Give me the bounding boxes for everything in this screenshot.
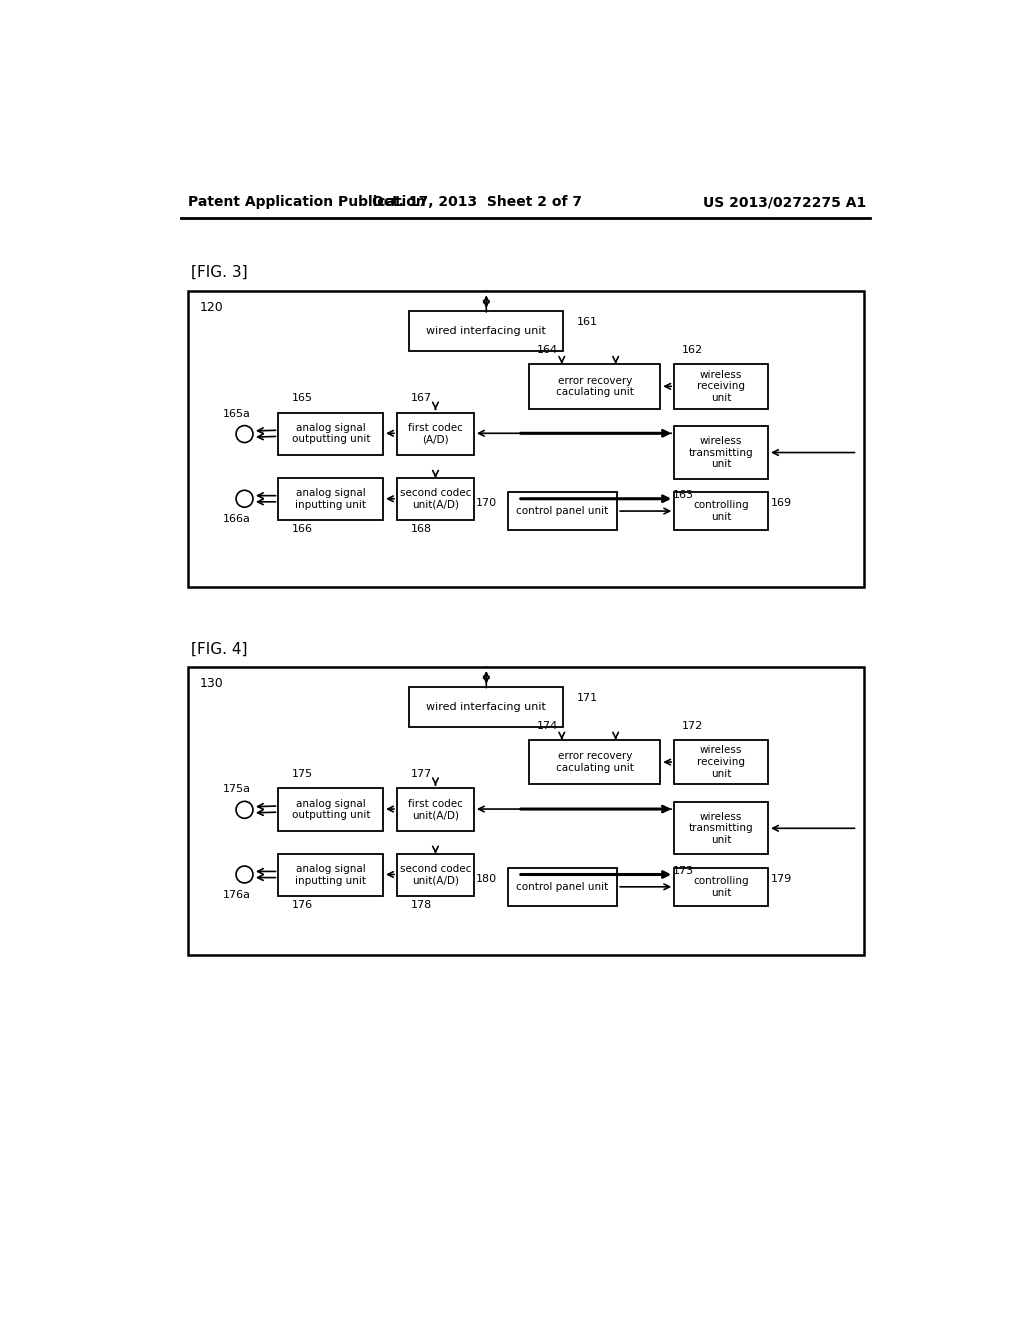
Text: 175: 175: [292, 770, 313, 779]
Bar: [279, 854, 383, 896]
Bar: [508, 867, 617, 906]
Text: analog signal
inputting unit: analog signal inputting unit: [295, 865, 367, 886]
Bar: [410, 686, 563, 726]
Text: 165: 165: [292, 393, 313, 404]
Bar: [397, 788, 474, 830]
Bar: [529, 364, 660, 409]
Text: 169: 169: [771, 498, 793, 508]
Text: first codec
(A/D): first codec (A/D): [408, 422, 463, 445]
Bar: [529, 739, 660, 784]
Text: wireless
receiving
unit: wireless receiving unit: [697, 370, 745, 403]
Bar: [674, 867, 768, 906]
Text: wireless
transmitting
unit: wireless transmitting unit: [689, 436, 754, 469]
Text: 174: 174: [538, 721, 558, 730]
Bar: [187, 667, 863, 956]
Bar: [674, 426, 768, 479]
Text: wireless
receiving
unit: wireless receiving unit: [697, 746, 745, 779]
Text: 178: 178: [411, 900, 432, 909]
Bar: [674, 803, 768, 854]
Text: wired interfacing unit: wired interfacing unit: [426, 702, 546, 711]
Bar: [674, 364, 768, 409]
Text: 175a: 175a: [223, 784, 251, 795]
Text: 179: 179: [771, 874, 793, 883]
Text: 166a: 166a: [223, 515, 251, 524]
Text: 177: 177: [411, 770, 432, 779]
Bar: [410, 312, 563, 351]
Text: analog signal
outputting unit: analog signal outputting unit: [292, 799, 370, 820]
Text: [FIG. 3]: [FIG. 3]: [190, 265, 247, 280]
Text: Patent Application Publication: Patent Application Publication: [188, 195, 426, 210]
Text: 167: 167: [411, 393, 432, 404]
Text: wireless
transmitting
unit: wireless transmitting unit: [689, 812, 754, 845]
Text: 120: 120: [200, 301, 223, 314]
Text: 180: 180: [475, 874, 497, 883]
Text: controlling
unit: controlling unit: [693, 500, 749, 521]
Text: analog signal
outputting unit: analog signal outputting unit: [292, 422, 370, 445]
Bar: [397, 478, 474, 520]
Text: 176a: 176a: [223, 890, 251, 900]
Text: 165a: 165a: [223, 409, 251, 418]
Text: second codec
unit(A/D): second codec unit(A/D): [399, 488, 471, 510]
Bar: [279, 788, 383, 830]
Text: first codec
unit(A/D): first codec unit(A/D): [408, 799, 463, 820]
Text: 172: 172: [682, 721, 703, 730]
Bar: [508, 492, 617, 531]
Text: 170: 170: [475, 498, 497, 508]
Text: 168: 168: [411, 524, 432, 535]
Text: second codec
unit(A/D): second codec unit(A/D): [399, 865, 471, 886]
Text: control panel unit: control panel unit: [516, 882, 608, 892]
Text: 161: 161: [578, 317, 598, 327]
Text: Oct. 17, 2013  Sheet 2 of 7: Oct. 17, 2013 Sheet 2 of 7: [372, 195, 582, 210]
Bar: [279, 478, 383, 520]
Text: 171: 171: [578, 693, 598, 702]
Bar: [187, 290, 863, 587]
Bar: [397, 854, 474, 896]
Text: 176: 176: [292, 900, 313, 909]
Bar: [674, 739, 768, 784]
Text: 163: 163: [673, 490, 693, 500]
Text: 173: 173: [673, 866, 694, 876]
Text: control panel unit: control panel unit: [516, 506, 608, 516]
Text: wired interfacing unit: wired interfacing unit: [426, 326, 546, 335]
Text: US 2013/0272275 A1: US 2013/0272275 A1: [702, 195, 866, 210]
Text: 130: 130: [200, 677, 223, 690]
Text: error recovery
caculating unit: error recovery caculating unit: [556, 375, 634, 397]
Text: error recovery
caculating unit: error recovery caculating unit: [556, 751, 634, 774]
Bar: [674, 492, 768, 531]
Text: 162: 162: [682, 345, 703, 355]
Text: [FIG. 4]: [FIG. 4]: [190, 642, 247, 656]
Text: 164: 164: [538, 345, 558, 355]
Text: 166: 166: [292, 524, 313, 535]
Bar: [397, 412, 474, 455]
Bar: [279, 412, 383, 455]
Text: controlling
unit: controlling unit: [693, 876, 749, 898]
Text: analog signal
inputting unit: analog signal inputting unit: [295, 488, 367, 510]
